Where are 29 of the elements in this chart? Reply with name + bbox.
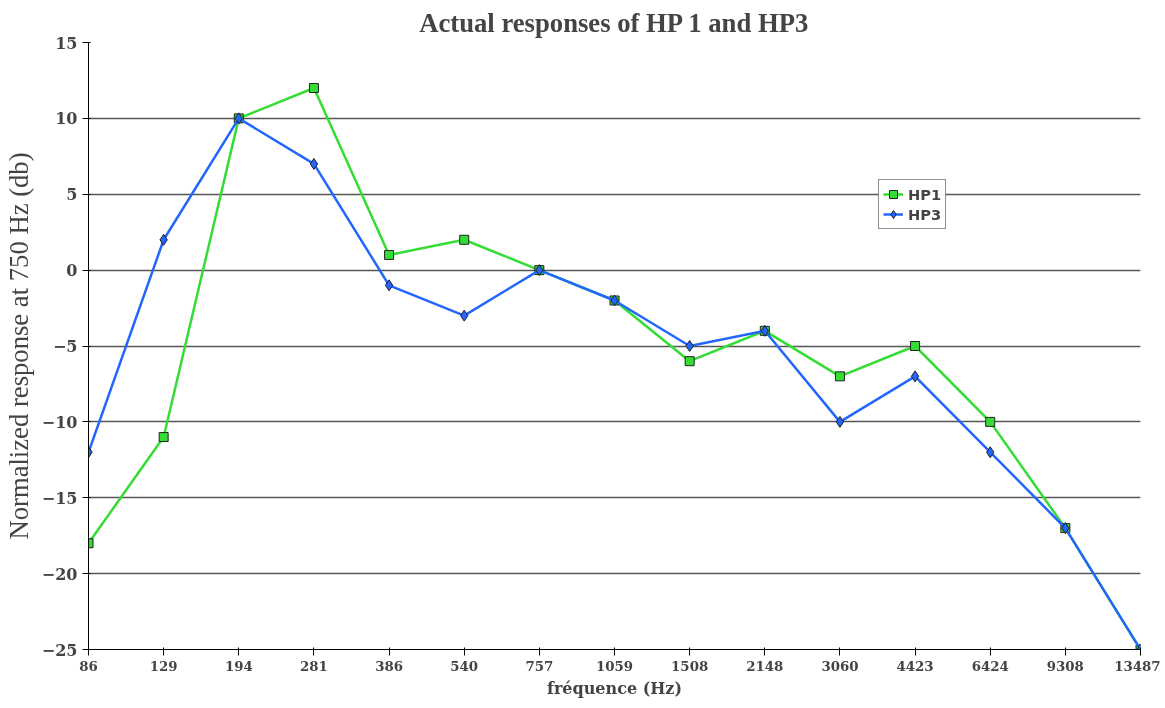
y-tick-label: −5	[52, 337, 78, 356]
x-tick-label: 13487	[1114, 657, 1161, 674]
x-tick-label: 6424	[971, 657, 1009, 674]
x-tick-label: 129	[149, 657, 178, 674]
legend-label: HP1	[908, 185, 942, 203]
y-tick-label: 5	[66, 185, 78, 205]
y-tick-label: −10	[41, 412, 78, 432]
x-tick-label: 2148	[746, 657, 784, 674]
x-tick-label: 3060	[821, 657, 859, 674]
y-axis-title: Normalized response at 750 Hz (db)	[3, 152, 34, 540]
x-tick-label: 194	[224, 657, 253, 674]
x-tick-label: 86	[79, 657, 98, 674]
y-tick-label: −20	[41, 564, 78, 584]
x-tick-label: 1508	[671, 657, 709, 674]
chart-title: Actual responses of HP 1 and HP3	[419, 7, 809, 38]
y-tick-label: −25	[41, 640, 78, 660]
x-tick-label: 386	[375, 657, 403, 674]
x-tick-label: 540	[450, 657, 479, 674]
y-tick-label: −15	[41, 488, 78, 508]
y-tick-label: 15	[55, 33, 78, 53]
y-tick-label: 10	[55, 109, 78, 129]
x-tick-label: 757	[525, 657, 554, 674]
x-axis-title: fréquence (Hz)	[547, 678, 682, 698]
x-tick-label: 9308	[1046, 657, 1084, 674]
y-tick-label: 0	[66, 261, 78, 281]
x-tick-label: 4423	[896, 657, 934, 674]
legend-label: HP3	[908, 205, 942, 223]
x-tick-label: 1059	[595, 657, 634, 674]
x-tick-label: 281	[300, 657, 328, 674]
